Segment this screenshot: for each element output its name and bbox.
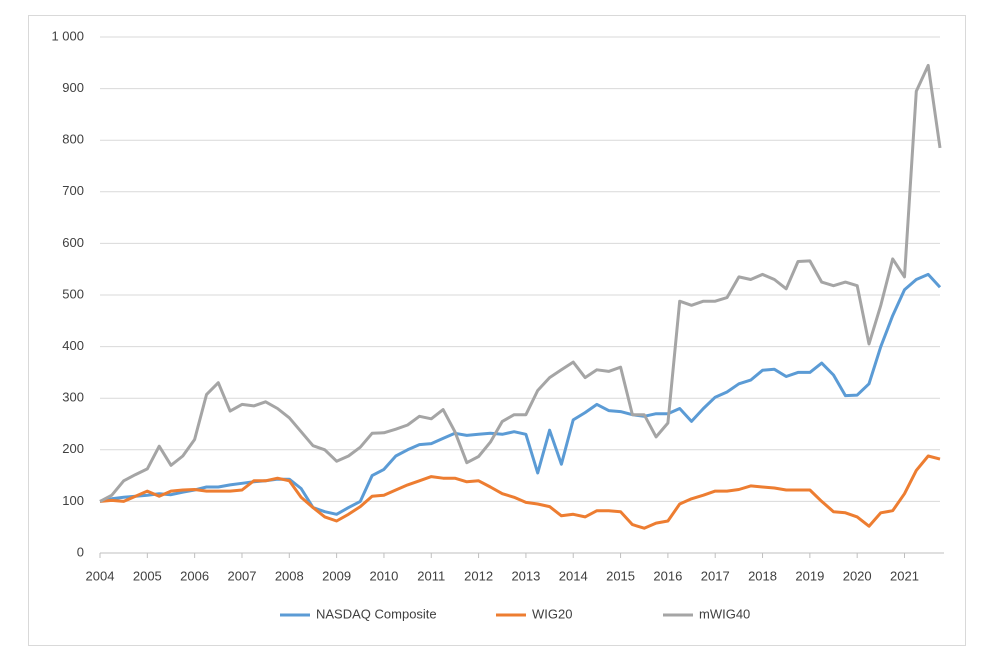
x-tick-label: 2005 [133,568,162,583]
y-tick-label: 0 [77,544,84,559]
series-line [99,63,942,503]
x-tick-label: 2016 [653,568,682,583]
x-tick-label: 2006 [180,568,209,583]
x-tick-label: 2004 [86,568,115,583]
y-tick-label: 500 [62,286,84,301]
y-tick-label: 400 [62,338,84,353]
chart-frame [28,15,966,646]
series-line [99,272,942,516]
x-tick-label: 2014 [559,568,588,583]
legend-label: mWIG40 [699,606,750,621]
y-tick-label: 900 [62,80,84,95]
x-tick-label: 2009 [322,568,351,583]
y-tick-label: 300 [62,390,84,405]
y-tick-label: 200 [62,441,84,456]
legend-label: WIG20 [532,606,572,621]
series-line [99,454,941,530]
x-tick-label: 2021 [890,568,919,583]
y-tick-label: 1 000 [51,28,84,43]
x-tick-label: 2010 [369,568,398,583]
x-tick-label: 2020 [843,568,872,583]
x-tick-label: 2015 [606,568,635,583]
x-tick-label: 2008 [275,568,304,583]
x-tick-label: 2011 [417,568,445,583]
x-tick-label: 2012 [464,568,493,583]
x-tick-label: 2013 [511,568,540,583]
x-tick-label: 2007 [228,568,257,583]
x-tick-label: 2018 [748,568,777,583]
y-tick-label: 700 [62,183,84,198]
y-tick-label: 100 [62,493,84,508]
y-tick-label: 800 [62,132,84,147]
x-tick-label: 2019 [795,568,824,583]
legend-label: NASDAQ Composite [316,606,437,621]
y-tick-label: 600 [62,235,84,250]
x-tick-label: 2017 [701,568,730,583]
